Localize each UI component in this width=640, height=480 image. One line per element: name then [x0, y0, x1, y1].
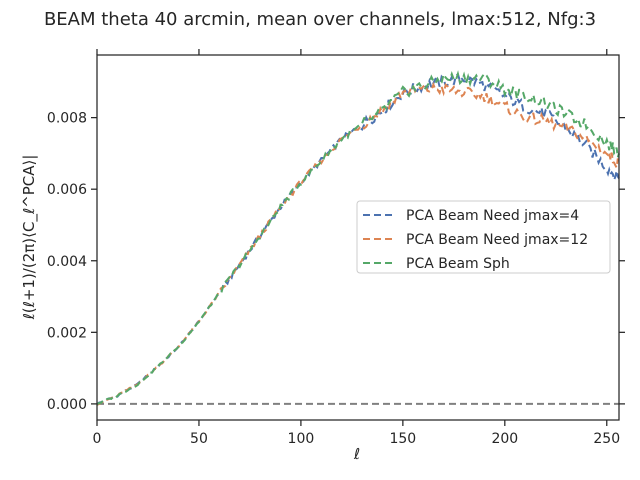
legend-box [356, 200, 611, 274]
y-axis-label-group: ℓ(ℓ+1)/(2π)⟨C_ℓ^PCA⟩| [20, 155, 39, 321]
y-tick-label: 0.006 [47, 182, 87, 198]
y-tick-label: 0.002 [47, 325, 87, 341]
series-group [96, 70, 620, 406]
legend: PCA Beam Need jmax=4 PCA Beam Need jmax=1… [356, 200, 611, 274]
y-tick-label: 0.004 [47, 254, 87, 270]
y-axis-ticks: 0.000 0.002 0.004 0.006 0.008 [47, 111, 625, 413]
y-axis-label: ℓ(ℓ+1)/(2π)⟨C_ℓ^PCA⟩| [20, 155, 39, 321]
x-tick-label: 200 [491, 431, 518, 447]
legend-label-3: PCA Beam Sph [406, 256, 510, 272]
legend-label-2: PCA Beam Need jmax=12 [406, 232, 588, 248]
y-tick-label: 0.000 [47, 397, 87, 413]
y-tick-label: 0.008 [47, 111, 87, 127]
axes-frame [96, 54, 620, 421]
x-tick-label: 100 [288, 431, 315, 447]
x-tick-label: 250 [593, 431, 620, 447]
series-line-3 [96, 70, 620, 406]
x-axis-ticks: 0 50 100 150 200 250 [93, 49, 620, 447]
legend-label-1: PCA Beam Need jmax=4 [406, 208, 579, 224]
axes-border [96, 54, 620, 421]
x-tick-label: 50 [190, 431, 208, 447]
chart-title: BEAM theta 40 arcmin, mean over channels… [44, 9, 596, 30]
x-tick-label: 150 [389, 431, 416, 447]
x-axis-label: ℓ [353, 445, 360, 463]
x-tick-label: 0 [93, 431, 102, 447]
